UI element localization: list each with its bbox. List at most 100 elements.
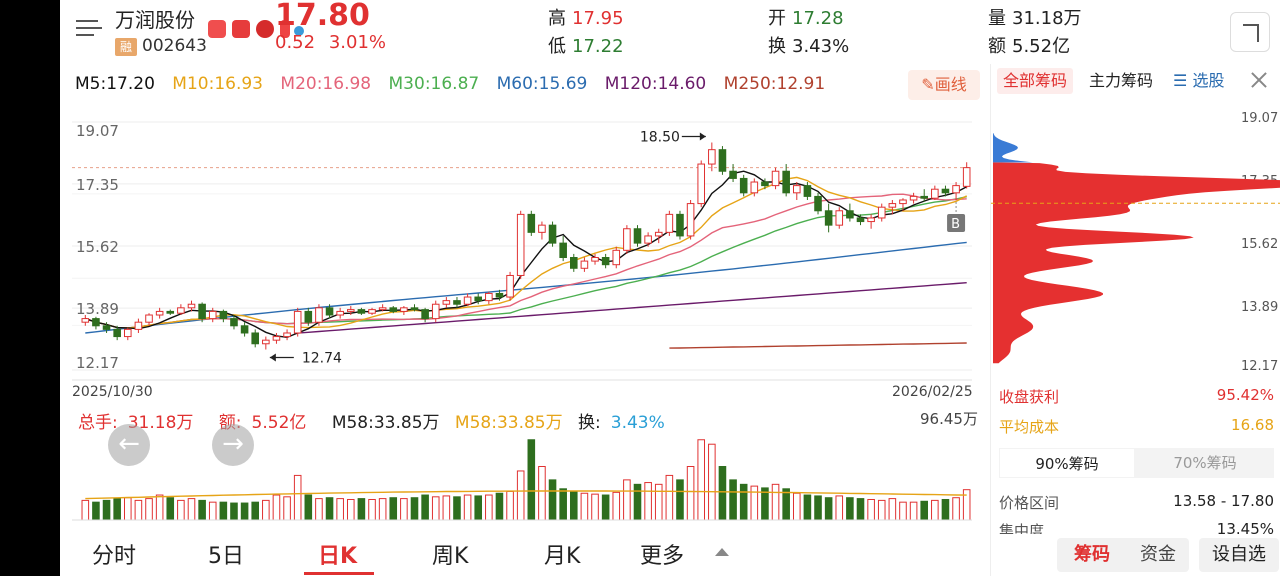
volume-bar-down (357, 498, 366, 521)
chip-tabs: 全部筹码 主力筹码 ☰ 选股 (991, 64, 1280, 98)
close-icon[interactable] (1249, 70, 1269, 90)
candle-up (400, 307, 408, 312)
candle-down (920, 195, 929, 199)
candle-down (633, 228, 642, 244)
volume-bar-down (856, 498, 865, 521)
prev-arrow-icon[interactable]: ← (108, 424, 150, 466)
candle-down (325, 307, 334, 316)
volume-bar-down (814, 495, 822, 521)
tab-more[interactable]: 更多 (640, 544, 685, 569)
note-icon[interactable] (280, 20, 290, 38)
candle-up (155, 310, 164, 316)
volume-bar-up (134, 499, 143, 521)
volume-bar-down (920, 500, 929, 521)
candle-up (580, 260, 589, 269)
menu-back-icon[interactable] (76, 18, 102, 38)
hot-icon[interactable] (208, 20, 226, 38)
candle-up (538, 224, 546, 233)
volume-bar-up (888, 498, 897, 521)
info-icon[interactable] (294, 26, 304, 36)
candle (803, 182, 812, 200)
tab-main-chips[interactable]: 主力筹码 (1089, 71, 1154, 90)
buy-marker-label: B (951, 217, 960, 232)
candle-down (113, 328, 121, 338)
candle-down (527, 213, 536, 233)
tab-70-chips[interactable]: 70%筹码 (1173, 454, 1237, 472)
tab-90-chips[interactable]: 90%筹码 (999, 448, 1135, 478)
candle-up (283, 332, 291, 338)
tab-5day[interactable]: 5日 (208, 544, 244, 569)
candle (81, 315, 90, 326)
chips-button[interactable]: 筹码 (1074, 544, 1110, 565)
volume-bar-up (792, 492, 801, 521)
stat-amount: 额 5.52亿 (988, 36, 1071, 57)
candle (177, 304, 185, 316)
chip-tick-label: 19.07 (1241, 111, 1278, 126)
volume-bar-down (601, 494, 610, 521)
volume-bar-up (591, 493, 599, 521)
caret-up-icon[interactable] (715, 548, 729, 556)
candle-up (962, 167, 971, 187)
list-icon: ☰ (1173, 71, 1193, 90)
volume-bar-down (453, 496, 461, 521)
volume-bar-down (548, 479, 557, 521)
candle-down (495, 292, 504, 298)
candle-up (909, 195, 918, 201)
volume-bar-up (315, 498, 323, 521)
candle-up (931, 188, 939, 199)
candle-up (378, 307, 387, 311)
x-start-label: 2025/10/30 (72, 384, 153, 400)
candle-up (272, 336, 281, 341)
candle (346, 306, 355, 316)
draw-line-button[interactable]: ✎画线 (908, 70, 980, 100)
kline-chart[interactable]: 19.07 17.35 15.62 13.89 12.17 18.50 12.74 B 2025… (60, 104, 980, 400)
candle-down (166, 310, 175, 314)
tab-intraday[interactable]: 分时 (92, 544, 137, 569)
ma250-label: M250:12.91 (723, 74, 826, 94)
fullscreen-icon[interactable] (1230, 12, 1270, 52)
tab-daily-k[interactable]: 日K (318, 544, 358, 569)
tag-icon[interactable] (256, 20, 274, 38)
candle-up (442, 300, 451, 305)
fire-icon[interactable] (232, 20, 250, 38)
volume-bar-up (835, 495, 844, 521)
candle-up (81, 318, 90, 323)
y-tick-label: 17.35 (76, 176, 119, 194)
low-annotation: 12.74 (302, 351, 342, 367)
tab-weekly-k[interactable]: 周K (432, 544, 469, 569)
add-watchlist-button[interactable]: 设自选 (1199, 538, 1279, 572)
volume-bar-down (559, 488, 567, 521)
candle (792, 182, 801, 200)
volume-bar-up (665, 474, 674, 521)
candle (941, 185, 950, 197)
next-arrow-icon[interactable]: → (212, 424, 254, 466)
candle-up (899, 199, 907, 205)
volume-ma-line (85, 490, 967, 500)
tab-all-chips[interactable]: 全部筹码 (997, 68, 1074, 94)
volume-chart[interactable] (60, 428, 980, 522)
candle (495, 289, 504, 301)
volume-bar-down (421, 494, 429, 521)
volume-bar-up (208, 501, 217, 521)
candle (569, 253, 578, 272)
candle (633, 225, 642, 247)
volume-bar-up (283, 496, 291, 521)
candle-up (697, 163, 706, 205)
y-tick-label: 13.89 (76, 300, 119, 318)
tab-stock-picker[interactable]: ☰ 选股 (1173, 71, 1225, 90)
candle-down (729, 170, 737, 179)
candle (591, 253, 599, 265)
volume-bar-down (102, 499, 111, 521)
active-tab-indicator (304, 572, 374, 575)
candle (400, 306, 408, 316)
volume-bar-down (219, 501, 228, 521)
tab-monthly-k[interactable]: 月K (544, 544, 581, 569)
funds-button[interactable]: 资金 (1140, 544, 1176, 565)
pencil-icon: ✎ (921, 75, 935, 94)
volume-bar-up (538, 466, 546, 521)
margin-tag: 融 (115, 38, 137, 56)
volume-bar-up (145, 498, 153, 521)
volume-bar-up (463, 494, 472, 521)
candle (102, 322, 111, 333)
candle-down (219, 310, 228, 320)
